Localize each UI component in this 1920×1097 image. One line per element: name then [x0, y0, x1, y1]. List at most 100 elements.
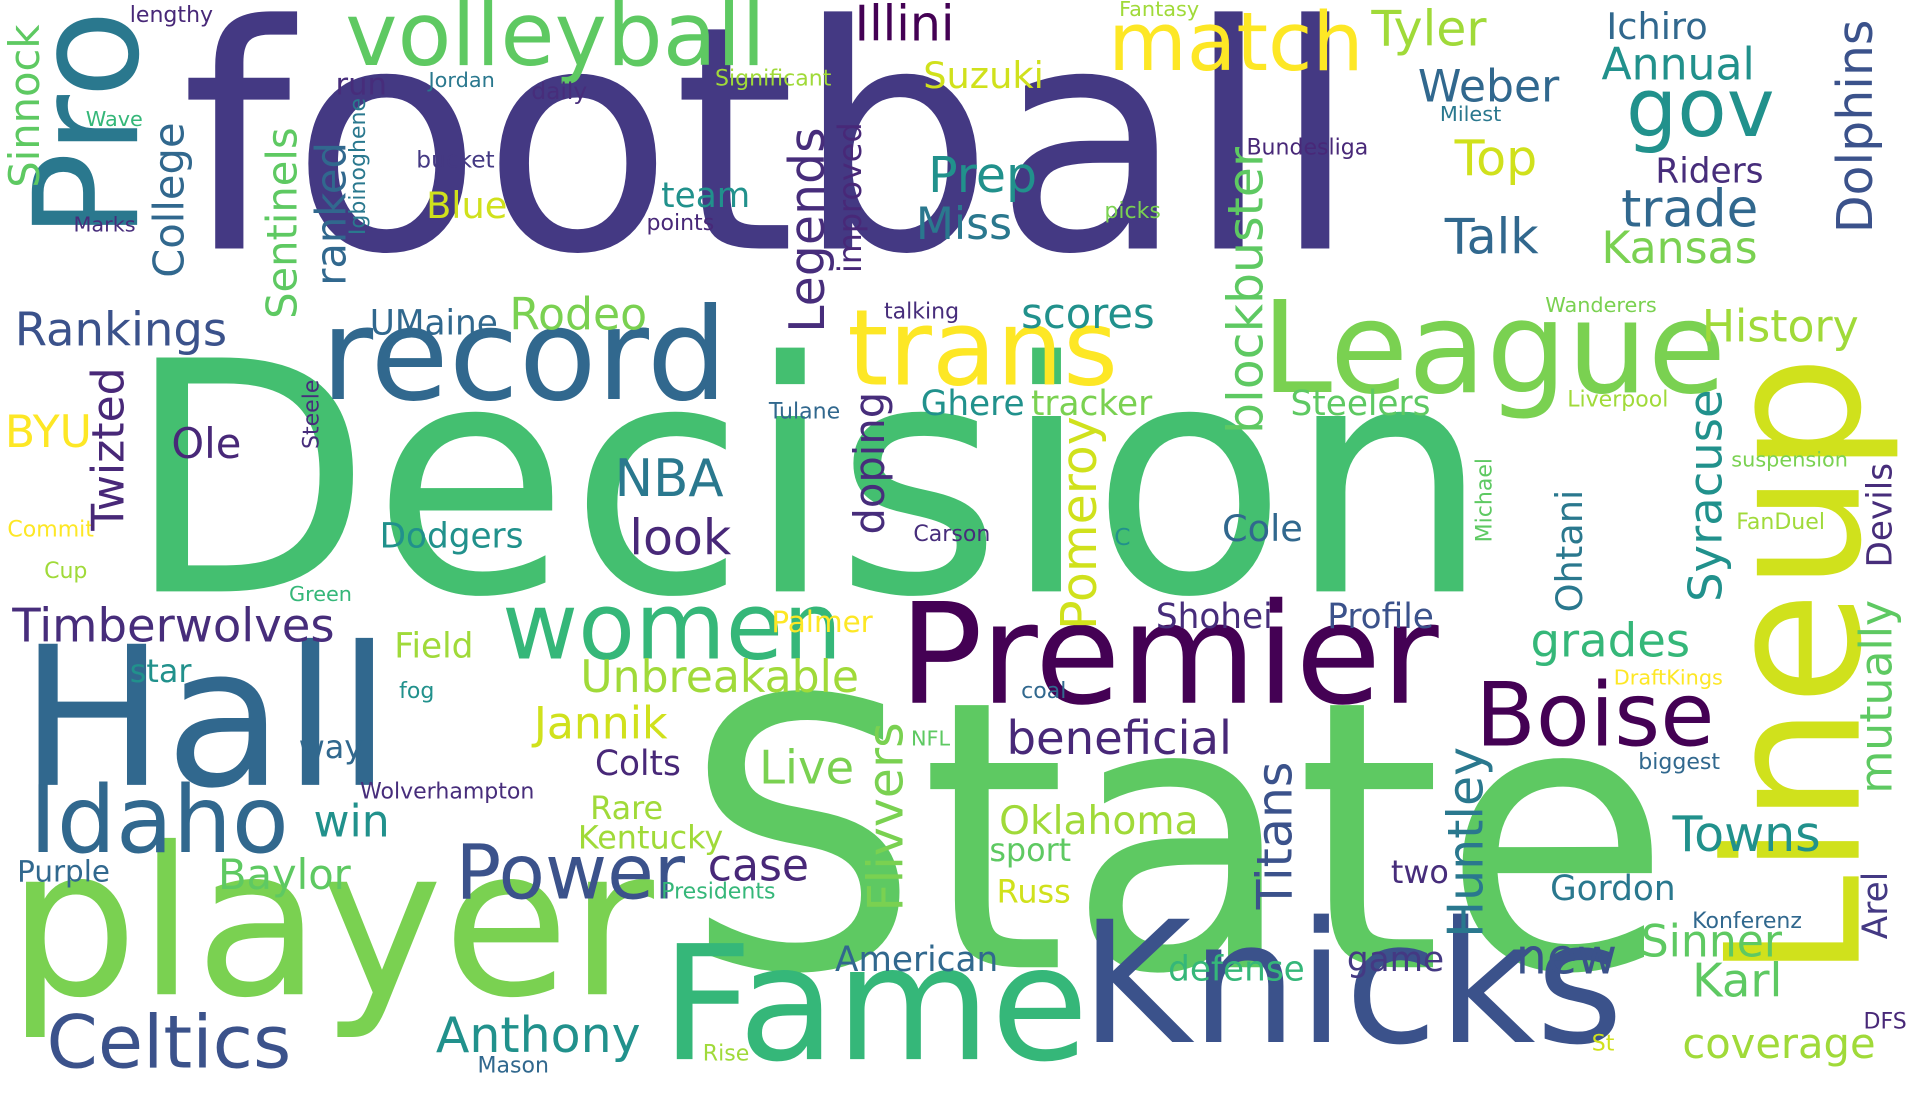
word-blue: Blue: [426, 184, 508, 228]
word-russ: Russ: [996, 874, 1071, 911]
word-palmer: Palmer: [771, 604, 873, 640]
word-nba: NBA: [614, 448, 724, 509]
word-annual: Annual: [1601, 40, 1755, 91]
word-syracuse: Syracuse: [1678, 389, 1733, 603]
word-draftkings: DraftKings: [1613, 666, 1723, 691]
word-grades: grades: [1530, 613, 1691, 668]
word-sentinels: Sentinels: [258, 127, 308, 319]
word-match: match: [1108, 0, 1364, 90]
word-new: new: [1515, 929, 1618, 986]
word-illini: Illini: [854, 0, 955, 53]
word-volleyball: volleyball: [345, 0, 766, 86]
word-coverage: coverage: [1682, 1019, 1876, 1069]
word-power: Power: [455, 827, 685, 918]
word-steelers: Steelers: [1290, 383, 1431, 424]
word-fame: Fame: [661, 910, 1089, 1097]
word-jordan: Jordan: [428, 68, 495, 94]
word-rare: Rare: [590, 790, 664, 828]
word-cole: Cole: [1221, 508, 1303, 551]
word-rodeo: Rodeo: [509, 290, 648, 341]
word-case: case: [707, 841, 810, 892]
word-trade: trade: [1621, 178, 1759, 239]
word-sinner: Sinner: [1640, 917, 1783, 968]
word-pomeroy: Pomeroy: [1051, 416, 1109, 630]
word-huntley: Huntley: [1438, 746, 1495, 938]
word-miss: Miss: [915, 199, 1013, 250]
word-significant: Significant: [715, 66, 832, 92]
word-league: League: [1261, 273, 1727, 423]
word-sinnock: Sinnock: [1, 24, 51, 188]
word-ole: Ole: [171, 419, 242, 469]
word-jannik: Jannik: [533, 699, 668, 750]
word-colts: Colts: [595, 743, 681, 784]
word-prep: Prep: [928, 148, 1038, 205]
word-twizted: Twizted: [84, 367, 135, 531]
word-record: record: [320, 280, 728, 430]
word-decision: Decision: [124, 293, 1491, 668]
word-beneficial: beneficial: [1006, 711, 1232, 766]
word-gordon: Gordon: [1550, 868, 1676, 909]
word-weber: Weber: [1417, 62, 1560, 113]
word-boise: Boise: [1475, 663, 1715, 767]
word-tracker: tracker: [1030, 383, 1153, 424]
word-dodgers: Dodgers: [379, 515, 524, 556]
word-michael: Michael: [1471, 457, 1498, 543]
word-kansas: Kansas: [1601, 224, 1758, 275]
word-lengthy: lengthy: [129, 2, 214, 29]
word-knicks: Knicks: [1079, 885, 1624, 1083]
word-college: College: [145, 122, 195, 278]
word-picks: picks: [1104, 198, 1161, 225]
word-football: football: [181, 0, 1359, 324]
word-karl: Karl: [1692, 953, 1783, 1008]
word-baylor: Baylor: [217, 850, 351, 900]
word-oklahoma: Oklahoma: [999, 797, 1199, 844]
word-wolverhampton: Wolverhampton: [359, 778, 535, 805]
word-liverpool: Liverpool: [1567, 386, 1669, 413]
word-suzuki: Suzuki: [923, 55, 1044, 98]
word-profile: Profile: [1327, 596, 1434, 637]
word-fog: fog: [399, 678, 435, 705]
word-two: two: [1390, 854, 1449, 892]
word-nfl: NFL: [910, 727, 951, 752]
word-umaine: UMaine: [369, 302, 498, 343]
word-player: player: [7, 803, 654, 1044]
word-suspension: suspension: [1731, 448, 1848, 473]
word-history: History: [1701, 302, 1859, 353]
word-arel: Arel: [1854, 871, 1896, 940]
word-rise: Rise: [702, 1040, 750, 1067]
word-biggest: biggest: [1638, 749, 1721, 776]
word-live: Live: [759, 740, 855, 795]
word-run: run: [335, 66, 387, 102]
word-game: game: [1346, 939, 1445, 980]
word-celtics: Celtics: [46, 1000, 292, 1087]
word-flivvers: Flivvers: [858, 722, 915, 912]
word-timberwolves: Timberwolves: [12, 598, 335, 653]
word-unbreakable: Unbreakable: [580, 652, 859, 703]
word-idaho: Idaho: [29, 765, 289, 875]
word-titans: Titans: [1247, 761, 1304, 910]
word-points: points: [646, 210, 715, 237]
word-wave: Wave: [85, 107, 143, 133]
word-ghere: Ghere: [920, 383, 1025, 424]
word-wanderers: Wanderers: [1545, 293, 1657, 319]
word-state: State: [683, 620, 1672, 1056]
word-rankings: Rankings: [14, 302, 228, 357]
word-top: Top: [1454, 131, 1538, 188]
word-fantasy: Fantasy: [1119, 0, 1200, 23]
word-bundesliga: Bundesliga: [1246, 134, 1369, 161]
word-st: St: [1591, 1030, 1615, 1057]
word-tyler: Tyler: [1371, 1, 1487, 58]
word-mason: Mason: [477, 1052, 549, 1079]
word-tulane: Tulane: [768, 399, 841, 425]
word-sport: sport: [989, 832, 1072, 870]
word-ichiro: Ichiro: [1606, 6, 1708, 49]
word-mutually: mutually: [1852, 599, 1903, 794]
word-scores: scores: [1021, 290, 1155, 340]
word-team: team: [661, 175, 751, 216]
word-towns: Towns: [1672, 806, 1821, 864]
word-coal: coal: [1021, 678, 1067, 705]
word-talking: talking: [884, 298, 960, 325]
word-carson: Carson: [913, 521, 991, 548]
word-fanduel: FanDuel: [1736, 509, 1825, 536]
word-marks: Marks: [73, 213, 136, 238]
